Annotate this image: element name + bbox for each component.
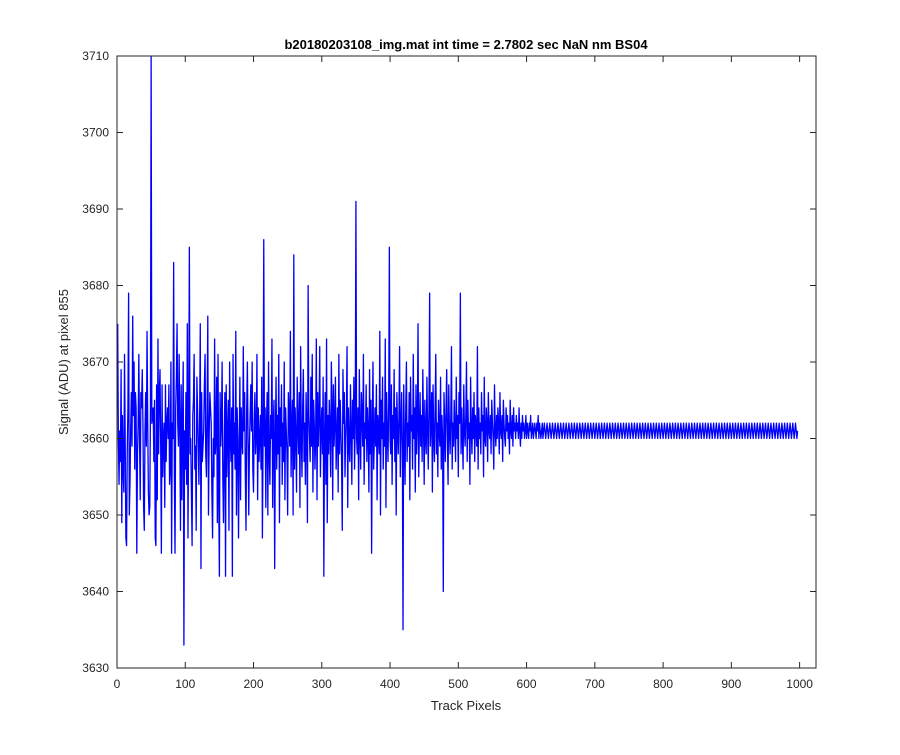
series-layer bbox=[117, 55, 799, 646]
x-axis: 0 100 200 300 400 500 600 700 800 900 1000 bbox=[114, 56, 813, 691]
x-tick-label: 600 bbox=[517, 677, 537, 691]
y-tick-label: 3700 bbox=[82, 126, 109, 140]
series-line-0 bbox=[117, 55, 799, 646]
x-tick-label: 300 bbox=[312, 677, 332, 691]
x-axis-label: Track Pixels bbox=[431, 698, 502, 713]
y-tick-label: 3640 bbox=[82, 585, 109, 599]
y-tick-label: 3690 bbox=[82, 202, 109, 216]
x-tick-label: 200 bbox=[244, 677, 264, 691]
x-tick-label: 1000 bbox=[786, 677, 813, 691]
y-tick-label: 3680 bbox=[82, 279, 109, 293]
x-tick-label: 0 bbox=[114, 677, 121, 691]
x-tick-label: 400 bbox=[380, 677, 400, 691]
y-tick-label: 3670 bbox=[82, 355, 109, 369]
y-tick-label: 3710 bbox=[82, 49, 109, 63]
y-tick-label: 3660 bbox=[82, 432, 109, 446]
x-tick-label: 700 bbox=[585, 677, 605, 691]
y-axis-label: Signal (ADU) at pixel 855 bbox=[56, 289, 71, 435]
x-tick-label: 100 bbox=[175, 677, 195, 691]
x-tick-label: 800 bbox=[653, 677, 673, 691]
x-tick-label: 900 bbox=[721, 677, 741, 691]
x-tick-label: 500 bbox=[448, 677, 468, 691]
y-tick-label: 3650 bbox=[82, 508, 109, 522]
y-tick-label: 3630 bbox=[82, 661, 109, 675]
chart-title: b20180203108_img.mat int time = 2.7802 s… bbox=[284, 37, 648, 52]
y-axis: 3630 3640 3650 3660 3670 3680 3690 3700 3710 bbox=[82, 49, 816, 675]
